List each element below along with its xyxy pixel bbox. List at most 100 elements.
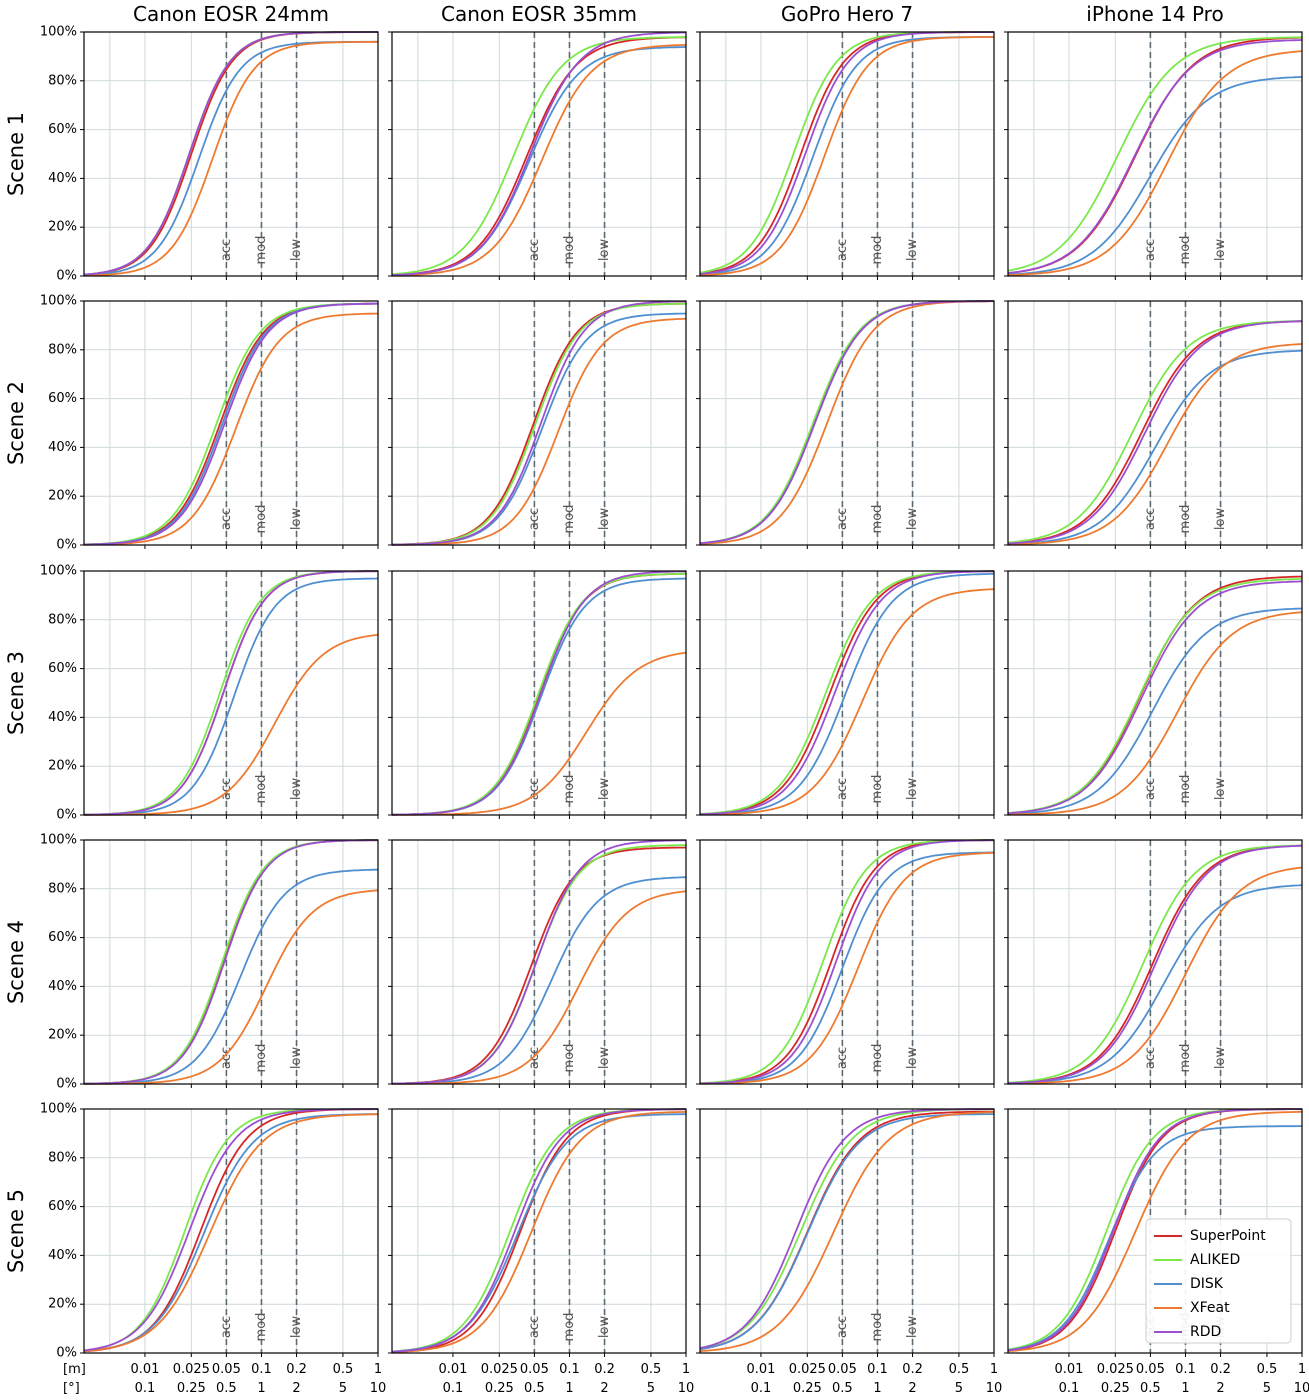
panel: acc mod low <box>696 839 995 1088</box>
panel: acc mod low <box>696 300 995 549</box>
row-title: Scene 1 <box>4 112 28 196</box>
threshold-label: low <box>905 239 920 262</box>
x-tick-label-deg: 10 <box>1294 1381 1309 1396</box>
series-line-disk <box>84 577 379 816</box>
x-tick-label-m: 1 <box>990 1362 998 1377</box>
x-tick-label-deg: 10 <box>986 1381 1003 1396</box>
threshold-label: mod <box>1178 505 1193 534</box>
threshold-label: acc <box>835 239 850 261</box>
threshold-label: mod <box>254 505 269 534</box>
threshold-label: mod <box>870 236 885 265</box>
x-tick-label-m: 0.01 <box>438 1362 467 1377</box>
x-tick-label-m: 0.05 <box>828 1362 857 1377</box>
panel: acc mod low <box>696 570 995 819</box>
panel: acc mod low 0% 20% 40% 60% 80% 100% <box>40 833 379 1092</box>
legend-entry: SuperPoint <box>1190 1228 1266 1244</box>
series-line-disk <box>1007 1125 1302 1351</box>
series-line-aliked <box>391 1108 686 1353</box>
threshold-label: acc <box>835 1316 850 1338</box>
series-line-rdd <box>391 31 687 276</box>
series-line-xfeat <box>1007 50 1303 276</box>
legend-entry: ALIKED <box>1190 1252 1240 1268</box>
x-tick-label-m: 1 <box>682 1362 690 1377</box>
plot-frame <box>1007 300 1303 546</box>
plot-frame <box>699 1108 995 1354</box>
series-line-rdd <box>83 31 378 276</box>
x-tick-label-deg: 2 <box>1216 1381 1224 1396</box>
threshold-label: mod <box>562 236 577 265</box>
x-tick-label-deg: 5 <box>1263 1381 1271 1396</box>
x-tick-label-deg: 10 <box>370 1381 387 1396</box>
y-tick-label: 100% <box>40 1102 77 1117</box>
y-tick-label: 0% <box>56 1077 77 1092</box>
y-tick-label: 80% <box>48 1150 77 1165</box>
threshold-label: acc <box>835 778 850 800</box>
series-line-xfeat <box>699 300 994 545</box>
plot-frame <box>699 300 995 546</box>
threshold-label: low <box>289 1316 304 1339</box>
series-line-rdd <box>391 1108 686 1353</box>
series-line-disk <box>700 851 995 1085</box>
y-tick-label: 80% <box>48 73 77 88</box>
series-line-aliked <box>1007 36 1302 272</box>
x-tick-label-m: 0.025 <box>789 1362 826 1377</box>
panel: acc mod low 0.01 0.1 0.025 0.25 0.05 0.5 0.1 1 0.2 2… <box>696 1108 1003 1396</box>
series-line-rdd <box>699 570 994 816</box>
series-line-superpoint <box>699 300 994 545</box>
x-tick-label-deg: 1 <box>1181 1381 1189 1396</box>
threshold-label: low <box>289 1047 304 1070</box>
x-tick-label-deg: 2 <box>600 1381 608 1396</box>
series-line-rdd <box>84 839 379 1085</box>
threshold-label: mod <box>870 1044 885 1073</box>
y-tick-label: 40% <box>48 440 77 455</box>
x-tick-label-deg: 2 <box>292 1381 300 1396</box>
x-tick-label-m: 0.025 <box>173 1362 210 1377</box>
panel: acc mod low <box>388 570 687 819</box>
series-line-rdd <box>84 570 379 816</box>
plot-frame <box>391 1108 687 1354</box>
series-line-disk <box>83 1113 378 1353</box>
x-tick-label-m: 0.5 <box>949 1362 970 1377</box>
x-tick-label-deg: 0.1 <box>135 1381 156 1396</box>
y-tick-label: 100% <box>40 25 77 40</box>
column-title: GoPro Hero 7 <box>781 2 913 26</box>
threshold-label: mod <box>254 1313 269 1342</box>
series-line-disk <box>1007 349 1303 545</box>
y-tick-label: 40% <box>48 1248 77 1263</box>
series-line-rdd <box>1007 580 1303 815</box>
plot-frame <box>699 31 995 277</box>
series-line-xfeat <box>699 588 995 816</box>
threshold-label: low <box>597 778 612 801</box>
x-tick-label-m: 0.1 <box>251 1362 272 1377</box>
series-line-xfeat <box>84 40 378 277</box>
column-title: Canon EOSR 24mm <box>133 2 329 26</box>
x-tick-label-m: 0.1 <box>867 1362 888 1377</box>
series-line-disk <box>700 572 995 816</box>
series-line-xfeat <box>1007 1110 1303 1353</box>
threshold-label: low <box>597 1047 612 1070</box>
threshold-label: low <box>1213 508 1228 531</box>
series-line-rdd <box>392 570 687 816</box>
series-line-xfeat <box>1007 866 1303 1085</box>
plot-frame <box>1007 839 1303 1085</box>
series-line-superpoint <box>83 31 378 276</box>
series-line-xfeat <box>392 890 687 1085</box>
threshold-label: low <box>289 778 304 801</box>
x-tick-label-m: 0.01 <box>130 1362 159 1377</box>
y-tick-label: 0% <box>56 1346 77 1361</box>
x-tick-label-deg: 0.5 <box>524 1381 545 1396</box>
series-line-superpoint <box>83 1108 378 1353</box>
y-tick-label: 60% <box>48 122 77 137</box>
threshold-label: mod <box>562 1044 577 1073</box>
series-line-xfeat <box>391 1111 687 1353</box>
y-tick-label: 80% <box>48 612 77 627</box>
panel: acc mod low <box>1004 839 1303 1088</box>
column-title: iPhone 14 Pro <box>1086 2 1223 26</box>
series-line-aliked <box>1007 320 1302 544</box>
series-line-aliked <box>391 36 686 276</box>
y-tick-label: 100% <box>40 564 77 579</box>
threshold-label: low <box>1213 1047 1228 1070</box>
threshold-label: low <box>905 1047 920 1070</box>
row-title: Scene 5 <box>4 1189 28 1273</box>
threshold-label: acc <box>527 778 542 800</box>
